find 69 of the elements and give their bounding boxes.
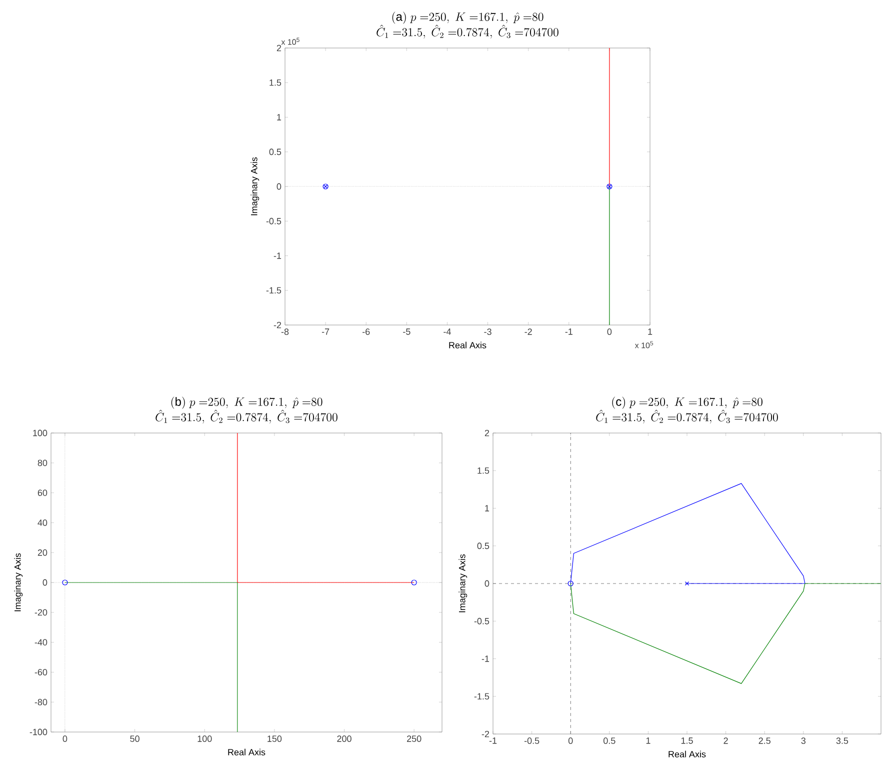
chart-title: $\mathrm{(b)}\ p\ {=}250,\ K\ {=}167.1,\ \hat{p}\ {=}80$ bbox=[171, 396, 322, 409]
y-tick-label: 1.5 bbox=[270, 79, 282, 86]
x-tick-label: 3 bbox=[801, 738, 806, 744]
y-tick-label: 40 bbox=[38, 520, 48, 526]
y-axis-title: Imaginary Axis bbox=[14, 553, 23, 612]
y-tick-label: -1.5 bbox=[266, 287, 282, 294]
y-tick-label: -2 bbox=[274, 322, 282, 328]
y-tick-label: -100 bbox=[30, 728, 48, 736]
text: x 10$^{5}$ bbox=[634, 341, 654, 348]
y-tick-label: 0 bbox=[276, 183, 282, 190]
x-tick-label: 1 bbox=[646, 738, 650, 744]
chart-title: $\mathrm{(a)}\ p\ {=}250,\ K\ {=}167.1,\ \hat{p}\ {=}80$ bbox=[392, 12, 544, 24]
y-tick-label: 100 bbox=[33, 430, 48, 436]
x-axis-title: Real Axis bbox=[228, 748, 266, 756]
chart-subtitle: $\hat{C}_1\ {=}31.5,\ \hat{C}_2\ {=}0.7874,\ \hat{C}_3\ {=}704700$ bbox=[156, 410, 338, 424]
y-tick-label: -1 bbox=[482, 656, 490, 662]
y-tick-label: -1.5 bbox=[474, 693, 490, 700]
y-tick-label: -80 bbox=[34, 698, 48, 706]
x-tick-label: 250 bbox=[407, 736, 422, 742]
x-tick-label: -3 bbox=[484, 328, 492, 335]
x-tick-label: 150 bbox=[268, 736, 282, 742]
x-tick-label: -1 bbox=[489, 738, 497, 744]
y-tick-label: -20 bbox=[34, 609, 48, 616]
y-tick-label: 1.5 bbox=[478, 467, 490, 474]
x-tick-label: -6 bbox=[362, 328, 370, 335]
y-tick-label: 1 bbox=[277, 114, 282, 120]
x-tick-label: 100 bbox=[198, 736, 212, 742]
x-tick-label: -8 bbox=[281, 328, 289, 335]
x-tick-label: 1 bbox=[648, 328, 652, 335]
x-tick-label: 200 bbox=[337, 736, 352, 742]
x-tick-label: 2.5 bbox=[758, 738, 770, 744]
y-tick-label: 1 bbox=[485, 505, 490, 512]
x-tick-label: 50 bbox=[130, 736, 140, 742]
y-tick-label: -1 bbox=[274, 252, 282, 259]
y-tick-label: -0.5 bbox=[266, 218, 282, 224]
x-tick-label: -4 bbox=[444, 328, 451, 335]
x-tick-label: 1.5 bbox=[681, 738, 693, 744]
x-tick-label: -7 bbox=[322, 328, 330, 335]
x-tick-label: 0.5 bbox=[603, 738, 616, 744]
text: x 10$^{5}$ bbox=[281, 38, 300, 45]
y-tick-label: 2 bbox=[484, 430, 490, 436]
x-axis-title: Real Axis bbox=[449, 342, 486, 348]
y-axis-title: Imaginary Axis bbox=[250, 157, 260, 216]
y-tick-label: 0.5 bbox=[269, 148, 282, 156]
chart-subtitle: $\hat{C}_1\ {=}31.5,\ \hat{C}_2\ {=}0.7874,\ \hat{C}_3\ {=}704700$ bbox=[596, 410, 778, 424]
y-tick-label: 0 bbox=[42, 579, 48, 586]
x-tick-label: -0.5 bbox=[524, 738, 540, 744]
x-tick-label: 0 bbox=[568, 738, 573, 744]
x-axis-title: Real Axis bbox=[668, 750, 706, 758]
y-tick-label: -40 bbox=[34, 639, 48, 646]
y-axis-title: Imaginary Axis bbox=[458, 554, 468, 612]
x-tick-label: 2 bbox=[724, 738, 728, 744]
y-tick-label: 0.5 bbox=[477, 542, 490, 550]
chart-subtitle: $\hat{C}_1\ {=}31.5,\ \hat{C}_2\ {=}0.7874,\ \hat{C}_3\ {=}704700$ bbox=[376, 24, 558, 38]
chart-title: $\mathrm{(c)}\ p\ {=}250,\ K\ {=}167.1,\ \hat{p}\ {=}80$ bbox=[612, 396, 762, 409]
x-tick-label: -2 bbox=[524, 328, 532, 335]
x-tick-label: 0 bbox=[62, 736, 68, 742]
x-tick-label: 0 bbox=[607, 328, 612, 335]
y-tick-label: -60 bbox=[34, 669, 48, 676]
y-tick-label: 60 bbox=[38, 490, 48, 496]
y-tick-label: -2 bbox=[482, 730, 490, 738]
y-tick-label: 0 bbox=[484, 580, 490, 587]
x-tick-label: -1 bbox=[565, 328, 572, 335]
y-tick-label: 80 bbox=[38, 460, 48, 466]
y-tick-label: 2 bbox=[276, 44, 282, 52]
x-tick-label: -5 bbox=[403, 328, 410, 335]
y-tick-label: 20 bbox=[38, 549, 48, 556]
x-tick-label: 3.5 bbox=[836, 738, 848, 744]
y-tick-label: -0.5 bbox=[474, 618, 490, 624]
